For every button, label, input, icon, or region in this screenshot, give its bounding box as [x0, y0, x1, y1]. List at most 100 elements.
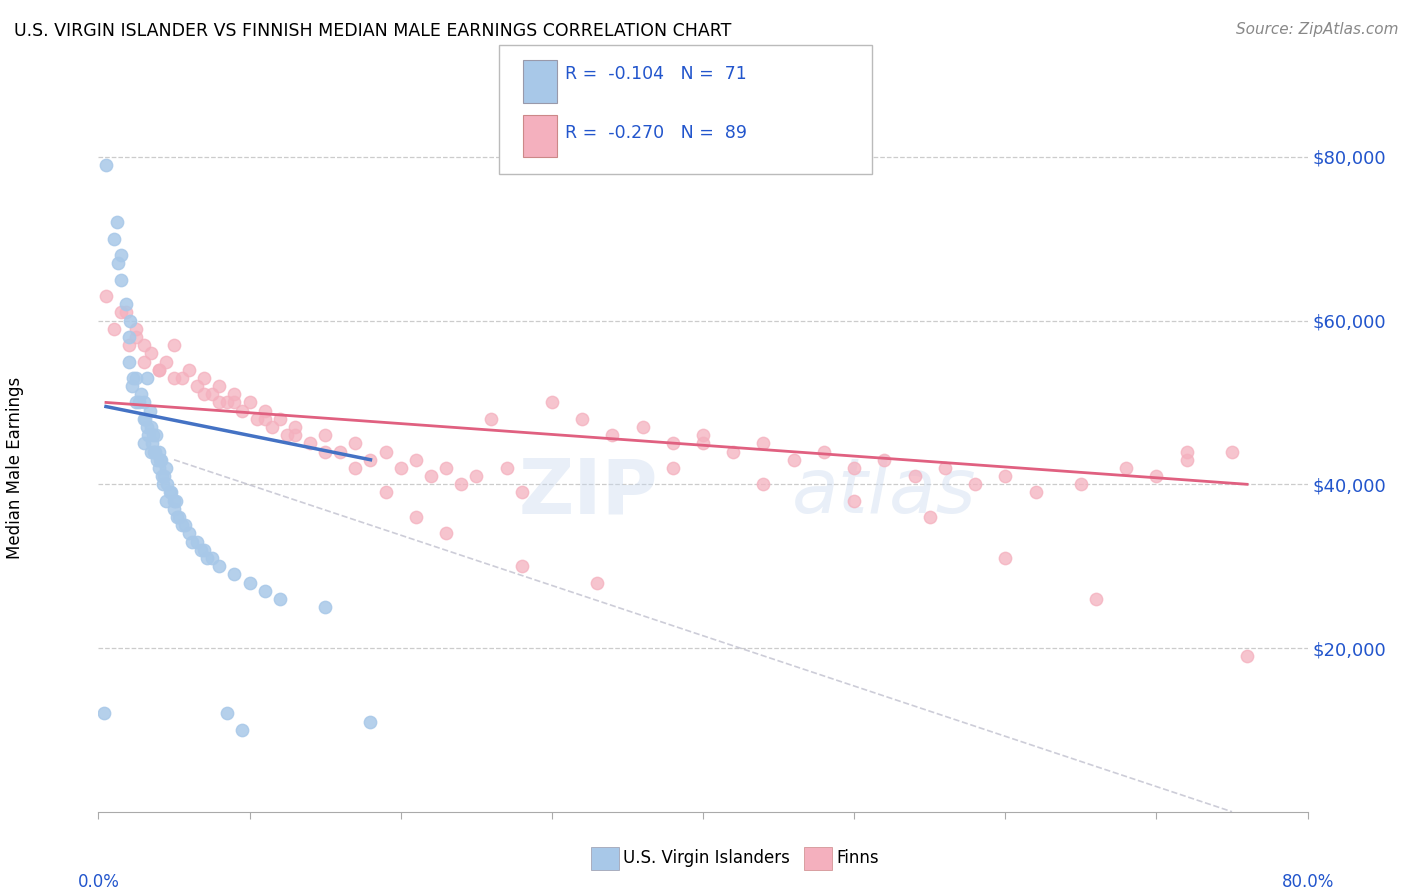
- Point: [94, 158, 117, 172]
- Point: [918, 510, 941, 524]
- Point: [269, 412, 291, 426]
- Point: [934, 461, 956, 475]
- Point: [231, 403, 253, 417]
- Point: [692, 436, 714, 450]
- Point: [844, 493, 866, 508]
- Point: [148, 444, 170, 458]
- Point: [173, 518, 195, 533]
- Point: [269, 591, 291, 606]
- Point: [389, 461, 412, 475]
- Point: [224, 567, 246, 582]
- Point: [284, 420, 307, 434]
- Point: [723, 444, 745, 458]
- Point: [571, 412, 593, 426]
- Point: [1115, 461, 1137, 475]
- Point: [163, 493, 186, 508]
- Point: [141, 444, 163, 458]
- Point: [103, 232, 125, 246]
- Point: [114, 305, 136, 319]
- Point: [148, 362, 170, 376]
- Point: [215, 706, 238, 721]
- Point: [155, 493, 177, 508]
- Point: [148, 461, 170, 475]
- Point: [783, 452, 806, 467]
- Point: [132, 354, 155, 368]
- Point: [186, 534, 208, 549]
- Point: [181, 534, 204, 549]
- Point: [284, 428, 307, 442]
- Point: [752, 477, 775, 491]
- Point: [118, 330, 141, 344]
- Point: [150, 452, 173, 467]
- Point: [193, 542, 215, 557]
- Point: [1024, 485, 1046, 500]
- Point: [93, 706, 115, 721]
- Point: [136, 428, 159, 442]
- Point: [125, 330, 148, 344]
- Point: [844, 461, 866, 475]
- Point: [631, 420, 654, 434]
- Point: [405, 452, 427, 467]
- Text: R =  -0.270   N =  89: R = -0.270 N = 89: [565, 124, 747, 143]
- Point: [208, 559, 231, 574]
- Point: [125, 395, 148, 409]
- Point: [994, 469, 1017, 483]
- Point: [145, 428, 167, 442]
- Text: U.S. VIRGIN ISLANDER VS FINNISH MEDIAN MALE EARNINGS CORRELATION CHART: U.S. VIRGIN ISLANDER VS FINNISH MEDIAN M…: [14, 22, 731, 40]
- Point: [125, 371, 148, 385]
- Point: [510, 485, 533, 500]
- Point: [201, 387, 224, 401]
- Point: [510, 559, 533, 574]
- Point: [132, 436, 155, 450]
- Point: [1175, 452, 1198, 467]
- Point: [107, 256, 129, 270]
- Point: [314, 444, 336, 458]
- Text: Finns: Finns: [837, 849, 879, 867]
- Point: [602, 428, 624, 442]
- Point: [121, 379, 143, 393]
- Point: [118, 338, 141, 352]
- Point: [122, 371, 145, 385]
- Text: 0.0%: 0.0%: [77, 873, 120, 891]
- Point: [224, 387, 246, 401]
- Text: Source: ZipAtlas.com: Source: ZipAtlas.com: [1236, 22, 1399, 37]
- Point: [132, 395, 155, 409]
- Point: [170, 518, 193, 533]
- Point: [541, 395, 564, 409]
- Point: [253, 403, 276, 417]
- Point: [239, 395, 262, 409]
- Point: [215, 395, 238, 409]
- Point: [190, 542, 212, 557]
- Point: [374, 485, 396, 500]
- Point: [179, 526, 201, 541]
- Point: [344, 436, 367, 450]
- Point: [193, 371, 215, 385]
- Point: [150, 469, 173, 483]
- Point: [662, 461, 685, 475]
- Point: [152, 477, 174, 491]
- Point: [167, 510, 190, 524]
- Point: [139, 403, 162, 417]
- Point: [253, 412, 276, 426]
- Point: [239, 575, 262, 590]
- Point: [153, 469, 176, 483]
- Point: [276, 428, 298, 442]
- Point: [165, 493, 187, 508]
- Point: [135, 420, 157, 434]
- Point: [752, 436, 775, 450]
- Point: [166, 510, 188, 524]
- Point: [1220, 444, 1243, 458]
- Point: [143, 444, 166, 458]
- Point: [120, 313, 142, 327]
- Point: [994, 551, 1017, 566]
- Text: Median Male Earnings: Median Male Earnings: [6, 376, 24, 559]
- Point: [141, 436, 163, 450]
- Point: [201, 551, 224, 566]
- Point: [231, 723, 253, 737]
- Point: [374, 444, 396, 458]
- Text: ZIP: ZIP: [519, 456, 658, 530]
- Point: [873, 452, 896, 467]
- Point: [105, 215, 128, 229]
- Point: [103, 322, 125, 336]
- Point: [195, 551, 218, 566]
